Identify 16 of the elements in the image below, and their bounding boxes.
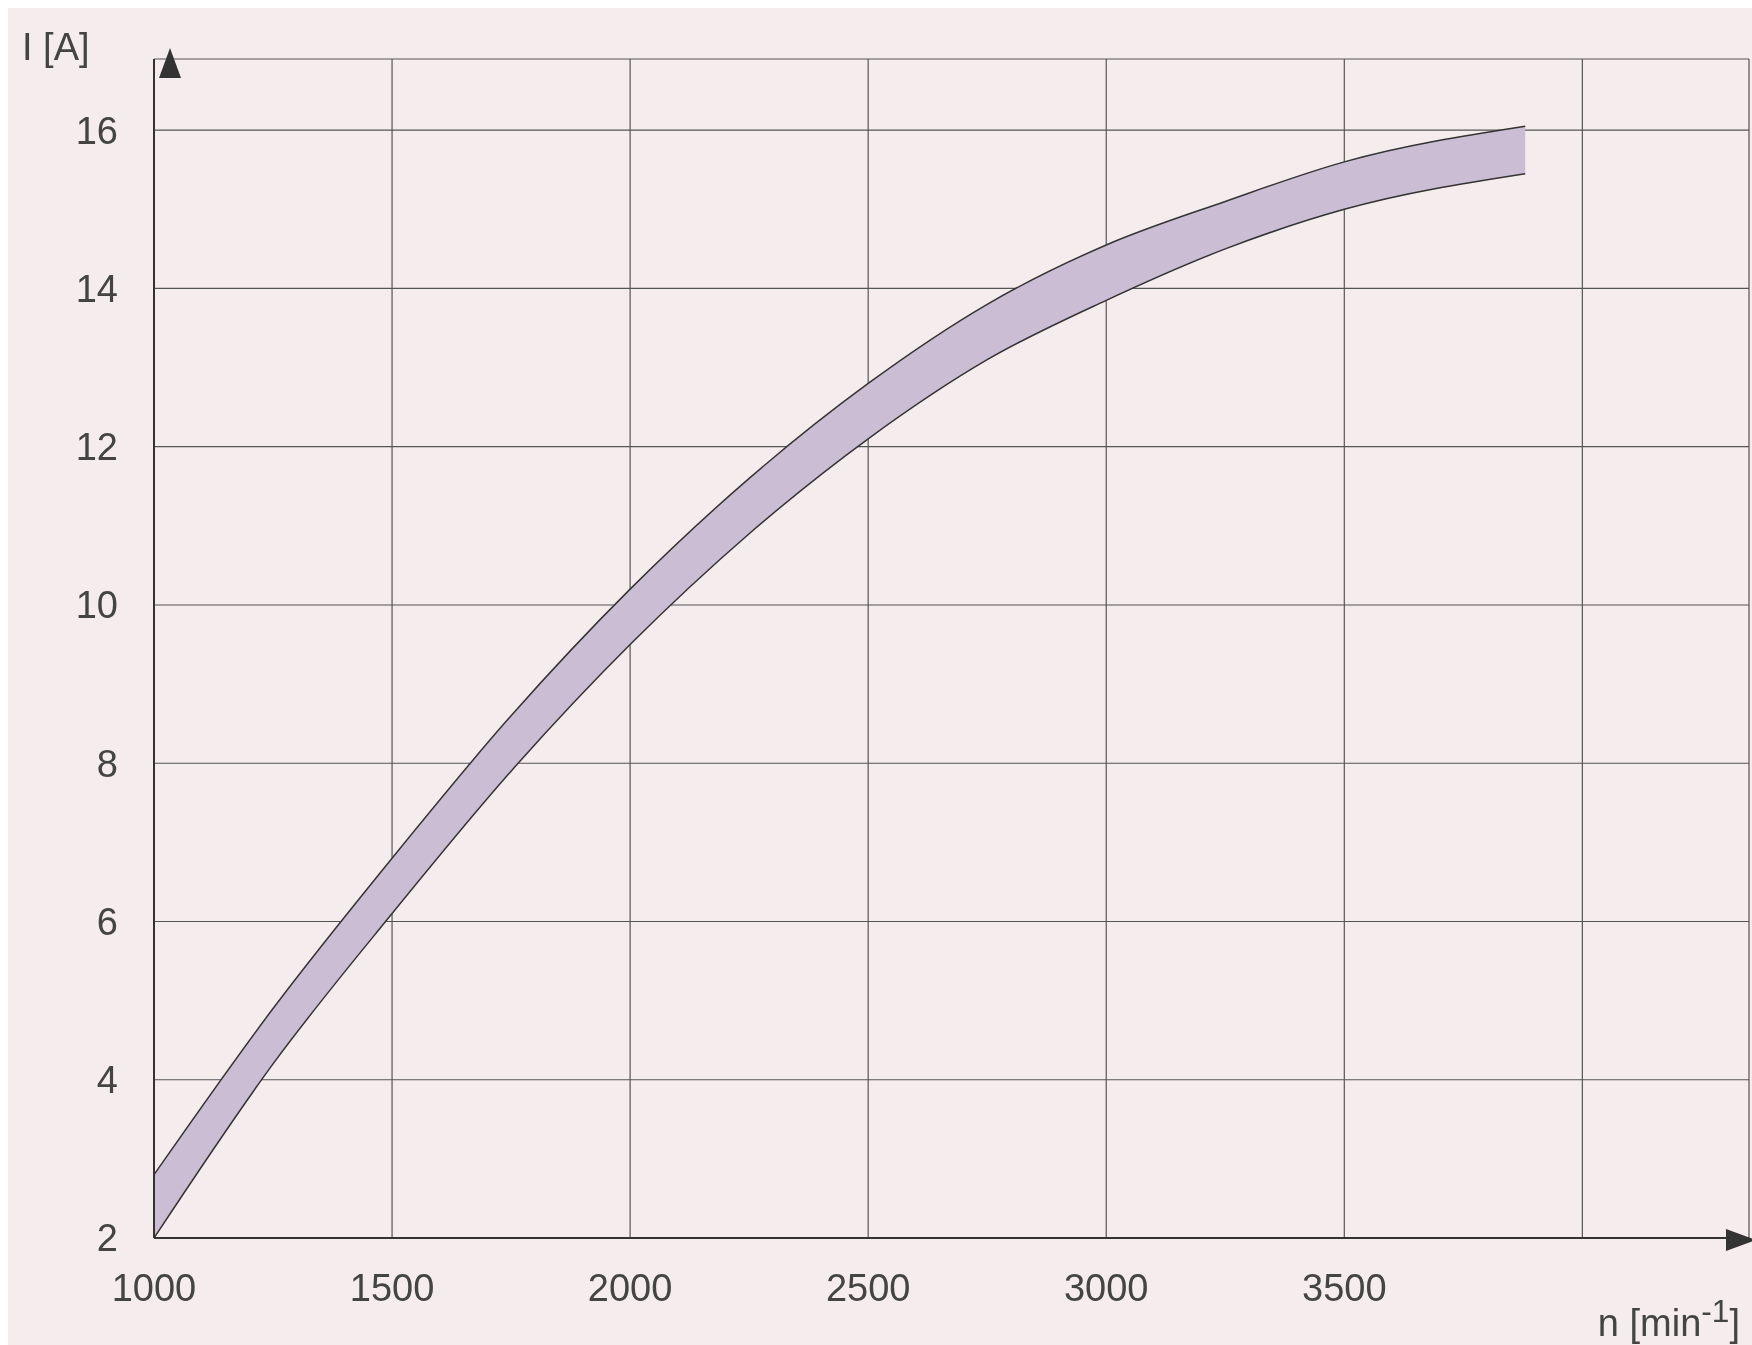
x-tick-label: 1500 [349,1266,435,1309]
y-tick-label: 14 [75,267,118,310]
y-tick-label: 8 [96,742,118,785]
y-tick-label: 10 [75,584,118,627]
y-tick-label: 6 [96,900,118,943]
x-tick-label: 3500 [1302,1266,1387,1309]
y-tick-label: 4 [96,1059,118,1102]
x-tick-label: 3000 [1063,1266,1149,1309]
x-tick-label: 2000 [587,1266,673,1309]
y-tick-label: 2 [96,1217,118,1260]
x-tick-label: 2500 [825,1266,911,1309]
y-tick-label: 16 [75,109,118,152]
x-axis-title: n [min$^{-1}$] [1597,1293,1740,1345]
y-axis-title: I [A] [22,26,90,69]
x-tick-label: 1000 [111,1266,197,1309]
y-tick-label: 12 [75,426,118,469]
